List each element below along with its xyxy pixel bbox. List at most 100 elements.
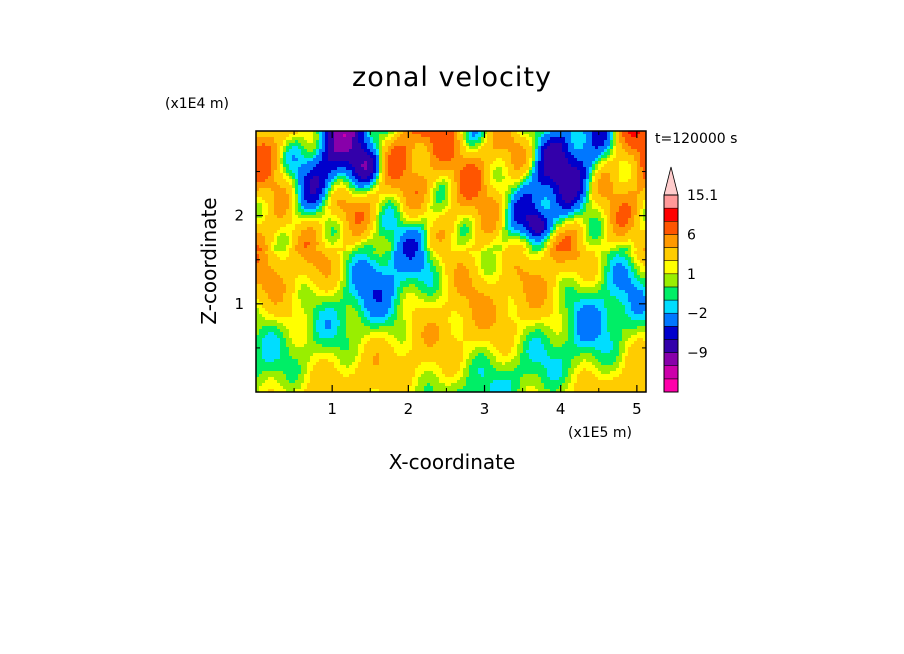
field-cell bbox=[337, 137, 341, 141]
field-cell bbox=[523, 194, 527, 198]
field-cell bbox=[478, 215, 482, 219]
field-cell bbox=[622, 170, 626, 174]
field-cell bbox=[409, 209, 413, 213]
field-cell bbox=[454, 143, 458, 147]
field-cell bbox=[559, 176, 563, 180]
field-cell bbox=[409, 167, 413, 171]
field-cell bbox=[598, 134, 602, 138]
field-cell bbox=[472, 146, 476, 150]
field-cell bbox=[472, 140, 476, 144]
field-cell bbox=[433, 173, 437, 177]
field-cell bbox=[574, 131, 578, 135]
field-cell bbox=[322, 194, 326, 198]
field-cell bbox=[478, 140, 482, 144]
field-cell bbox=[481, 230, 485, 234]
field-cell bbox=[367, 203, 371, 207]
field-cell bbox=[637, 149, 641, 153]
field-cell bbox=[289, 218, 293, 222]
field-cell bbox=[397, 203, 401, 207]
field-cell bbox=[406, 149, 410, 153]
field-cell bbox=[526, 146, 530, 150]
field-cell bbox=[295, 149, 299, 153]
field-cell bbox=[526, 173, 530, 177]
field-cell bbox=[616, 164, 620, 168]
field-cell bbox=[637, 218, 641, 222]
field-cell bbox=[280, 239, 284, 243]
field-cell bbox=[610, 161, 614, 165]
field-cell bbox=[502, 236, 506, 240]
field-cell bbox=[337, 227, 341, 231]
field-cell bbox=[577, 233, 581, 237]
field-cell bbox=[322, 161, 326, 165]
field-cell bbox=[337, 170, 341, 174]
field-cell bbox=[634, 143, 638, 147]
field-cell bbox=[493, 230, 497, 234]
field-cell bbox=[409, 149, 413, 153]
field-cell bbox=[388, 245, 392, 249]
field-cell bbox=[361, 230, 365, 234]
field-cell bbox=[415, 176, 419, 180]
field-cell bbox=[361, 206, 365, 210]
field-cell bbox=[484, 200, 488, 204]
field-cell bbox=[331, 143, 335, 147]
field-cell bbox=[373, 179, 377, 183]
field-cell bbox=[382, 158, 386, 162]
field-cell bbox=[361, 239, 365, 243]
field-cell bbox=[475, 185, 479, 189]
field-cell bbox=[643, 194, 647, 198]
field-cell bbox=[280, 167, 284, 171]
field-cell bbox=[559, 209, 563, 213]
field-cell bbox=[340, 146, 344, 150]
field-cell bbox=[268, 140, 272, 144]
field-cell bbox=[388, 185, 392, 189]
field-cell bbox=[292, 158, 296, 162]
field-cell bbox=[577, 152, 581, 156]
field-cell bbox=[445, 242, 449, 246]
field-cell bbox=[307, 143, 311, 147]
field-cell bbox=[550, 173, 554, 177]
field-cell bbox=[265, 236, 269, 240]
field-cell bbox=[289, 206, 293, 210]
field-cell bbox=[448, 218, 452, 222]
field-cell bbox=[325, 158, 329, 162]
field-cell bbox=[349, 218, 353, 222]
field-cell bbox=[496, 212, 500, 216]
field-cell bbox=[307, 200, 311, 204]
field-cell bbox=[574, 137, 578, 141]
field-cell bbox=[574, 152, 578, 156]
field-cell bbox=[637, 152, 641, 156]
field-cell bbox=[268, 242, 272, 246]
field-cell bbox=[568, 143, 572, 147]
field-cell bbox=[403, 191, 407, 195]
field-cell bbox=[403, 239, 407, 243]
field-cell bbox=[484, 188, 488, 192]
field-cell bbox=[442, 140, 446, 144]
field-cell bbox=[484, 176, 488, 180]
field-cell bbox=[505, 176, 509, 180]
field-cell bbox=[415, 242, 419, 246]
field-cell bbox=[508, 170, 512, 174]
field-cell bbox=[394, 221, 398, 225]
field-cell bbox=[538, 152, 542, 156]
field-cell bbox=[277, 206, 281, 210]
field-cell bbox=[592, 206, 596, 210]
field-cell bbox=[520, 188, 524, 192]
field-cell bbox=[595, 170, 599, 174]
field-cell bbox=[304, 245, 308, 249]
field-cell bbox=[439, 233, 443, 237]
field-cell bbox=[325, 149, 329, 153]
field-cell bbox=[577, 143, 581, 147]
field-cell bbox=[601, 221, 605, 225]
field-cell bbox=[583, 209, 587, 213]
field-cell bbox=[493, 212, 497, 216]
field-cell bbox=[607, 134, 611, 138]
field-cell bbox=[478, 194, 482, 198]
field-cell bbox=[589, 182, 593, 186]
field-cell bbox=[568, 182, 572, 186]
field-cell bbox=[592, 236, 596, 240]
field-cell bbox=[586, 194, 590, 198]
field-cell bbox=[577, 200, 581, 204]
field-cell bbox=[532, 143, 536, 147]
field-cell bbox=[412, 233, 416, 237]
field-cell bbox=[556, 179, 560, 183]
